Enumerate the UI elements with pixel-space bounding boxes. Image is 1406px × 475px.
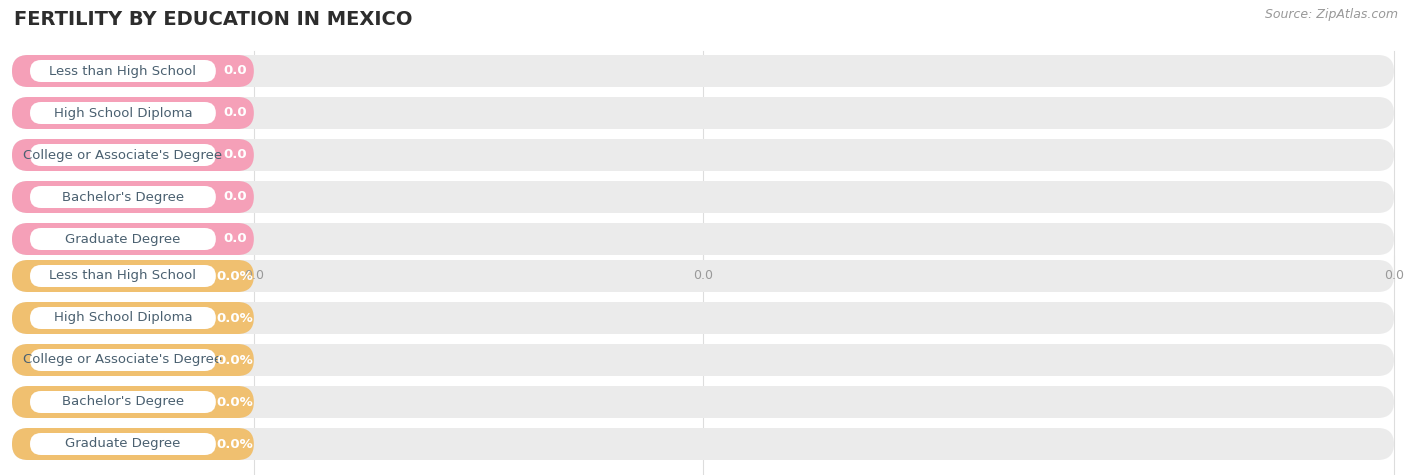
FancyBboxPatch shape bbox=[13, 97, 1393, 129]
FancyBboxPatch shape bbox=[30, 433, 217, 455]
FancyBboxPatch shape bbox=[13, 386, 254, 418]
FancyBboxPatch shape bbox=[30, 186, 217, 208]
FancyBboxPatch shape bbox=[13, 181, 254, 213]
Text: Graduate Degree: Graduate Degree bbox=[65, 232, 180, 246]
Text: Less than High School: Less than High School bbox=[49, 65, 197, 77]
Text: Graduate Degree: Graduate Degree bbox=[65, 437, 180, 450]
FancyBboxPatch shape bbox=[13, 223, 1393, 255]
Text: College or Associate's Degree: College or Associate's Degree bbox=[24, 353, 222, 367]
FancyBboxPatch shape bbox=[13, 97, 254, 129]
Text: 0.0%: 0.0% bbox=[217, 437, 253, 450]
FancyBboxPatch shape bbox=[30, 60, 217, 82]
FancyBboxPatch shape bbox=[30, 265, 217, 287]
FancyBboxPatch shape bbox=[13, 344, 1393, 376]
FancyBboxPatch shape bbox=[13, 139, 254, 171]
Text: High School Diploma: High School Diploma bbox=[53, 106, 193, 120]
FancyBboxPatch shape bbox=[13, 302, 254, 334]
FancyBboxPatch shape bbox=[30, 228, 217, 250]
FancyBboxPatch shape bbox=[13, 139, 1393, 171]
Text: 0.0: 0.0 bbox=[224, 149, 246, 162]
Text: 0.0%: 0.0% bbox=[217, 312, 253, 324]
Text: 0.0: 0.0 bbox=[693, 269, 713, 282]
Text: Bachelor's Degree: Bachelor's Degree bbox=[62, 190, 184, 203]
FancyBboxPatch shape bbox=[13, 223, 254, 255]
FancyBboxPatch shape bbox=[13, 260, 1393, 292]
Text: 0.0: 0.0 bbox=[224, 106, 246, 120]
FancyBboxPatch shape bbox=[13, 55, 1393, 87]
Text: 0.0%: 0.0% bbox=[217, 353, 253, 367]
Text: 0.0: 0.0 bbox=[224, 232, 246, 246]
FancyBboxPatch shape bbox=[13, 344, 254, 376]
Text: 0.0: 0.0 bbox=[243, 269, 264, 282]
FancyBboxPatch shape bbox=[30, 391, 217, 413]
FancyBboxPatch shape bbox=[30, 307, 217, 329]
FancyBboxPatch shape bbox=[13, 428, 254, 460]
Text: 0.0%: 0.0% bbox=[238, 474, 270, 475]
Text: 0.0: 0.0 bbox=[1384, 269, 1405, 282]
Text: Less than High School: Less than High School bbox=[49, 269, 197, 283]
Text: College or Associate's Degree: College or Associate's Degree bbox=[24, 149, 222, 162]
Text: 0.0: 0.0 bbox=[224, 190, 246, 203]
FancyBboxPatch shape bbox=[13, 302, 1393, 334]
Text: High School Diploma: High School Diploma bbox=[53, 312, 193, 324]
FancyBboxPatch shape bbox=[13, 428, 1393, 460]
Text: FERTILITY BY EDUCATION IN MEXICO: FERTILITY BY EDUCATION IN MEXICO bbox=[14, 10, 412, 29]
FancyBboxPatch shape bbox=[30, 144, 217, 166]
FancyBboxPatch shape bbox=[13, 55, 254, 87]
Text: Bachelor's Degree: Bachelor's Degree bbox=[62, 396, 184, 408]
Text: Source: ZipAtlas.com: Source: ZipAtlas.com bbox=[1265, 8, 1398, 21]
FancyBboxPatch shape bbox=[13, 181, 1393, 213]
FancyBboxPatch shape bbox=[13, 260, 254, 292]
FancyBboxPatch shape bbox=[30, 349, 217, 371]
FancyBboxPatch shape bbox=[13, 386, 1393, 418]
Text: 0.0%: 0.0% bbox=[1378, 474, 1406, 475]
Text: 0.0%: 0.0% bbox=[217, 269, 253, 283]
Text: 0.0: 0.0 bbox=[224, 65, 246, 77]
Text: 0.0%: 0.0% bbox=[688, 474, 718, 475]
FancyBboxPatch shape bbox=[30, 102, 217, 124]
Text: 0.0%: 0.0% bbox=[217, 396, 253, 408]
